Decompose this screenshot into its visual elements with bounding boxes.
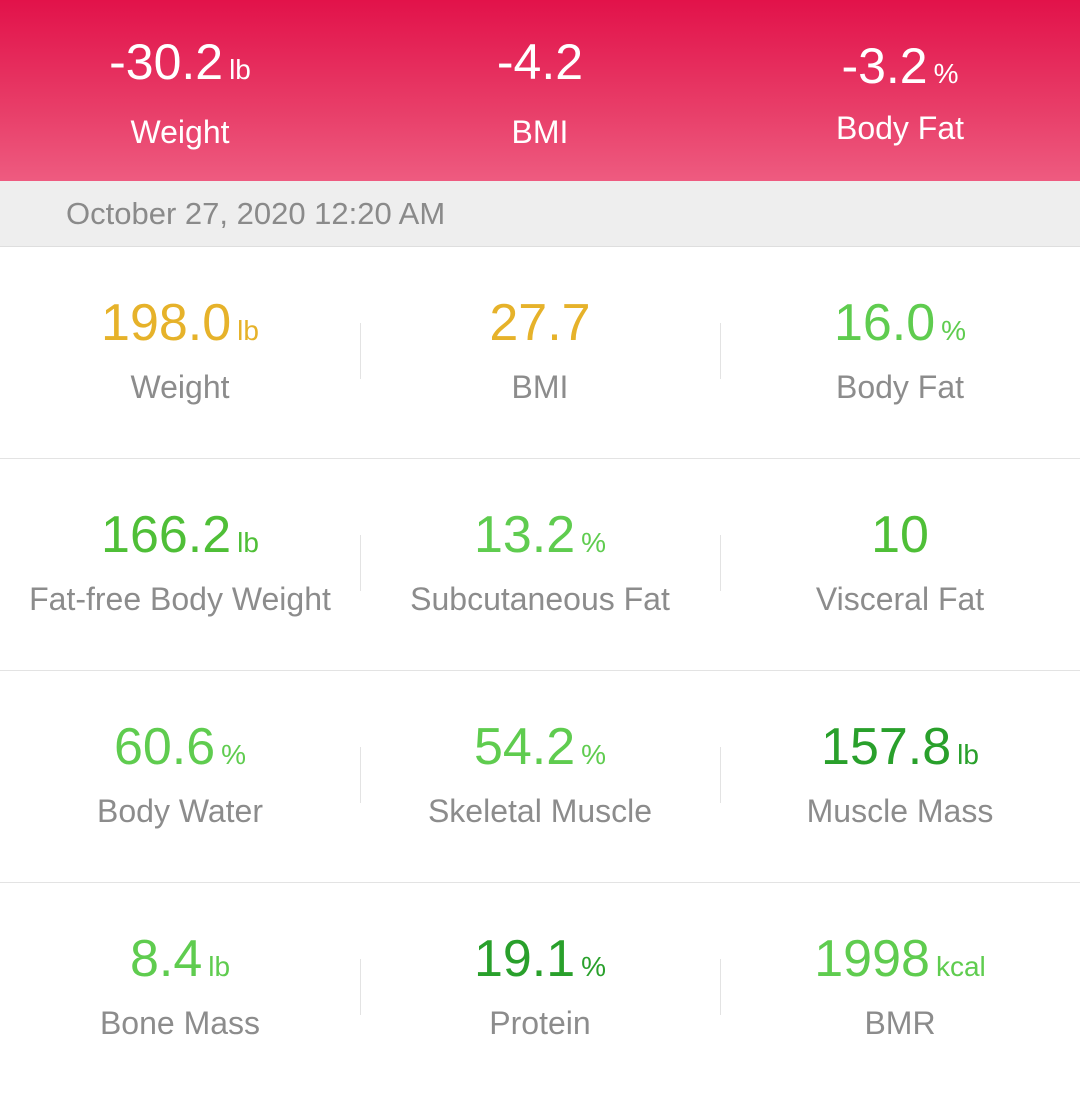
- metric-label: Protein: [489, 1005, 591, 1041]
- weight-change[interactable]: -30.2 lb Weight: [0, 0, 360, 181]
- metric-value: 16.0%: [833, 294, 967, 352]
- metric-bmr[interactable]: 1998 kcal BMR: [720, 883, 1080, 1095]
- bmi-change-value: -4.2: [496, 34, 584, 90]
- metric-value: 1998 kcal: [814, 930, 986, 988]
- metric-value: 8.4 lb: [129, 930, 231, 988]
- metrics-row: 60.6% Body Water 54.2% Skeletal Muscle 157.8…: [0, 671, 1080, 883]
- metric-body-water[interactable]: 60.6% Body Water: [0, 671, 360, 882]
- metric-value: 54.2%: [473, 718, 607, 776]
- metric-subcutaneous-fat[interactable]: 13.2% Subcutaneous Fat: [360, 459, 720, 670]
- unit-label: %: [581, 527, 607, 558]
- metric-protein[interactable]: 19.1% Protein: [360, 883, 720, 1095]
- metric-label: BMR: [864, 1005, 936, 1041]
- metric-value: 166.2 lb: [101, 506, 259, 564]
- bmi-change-label: BMI: [511, 114, 569, 150]
- unit-label: lb: [957, 739, 979, 770]
- measurement-date: October 27, 2020 12:20 AM: [66, 196, 446, 231]
- unit-label: %: [933, 58, 959, 89]
- metric-bmi[interactable]: 27.7 BMI: [360, 247, 720, 458]
- unit-label: %: [221, 739, 247, 770]
- metric-label: Body Water: [97, 793, 263, 829]
- unit-label: lb: [237, 527, 259, 558]
- metric-weight[interactable]: 198.0 lb Weight: [0, 247, 360, 458]
- metric-value: 60.6%: [113, 718, 247, 776]
- metric-body-fat[interactable]: 16.0% Body Fat: [720, 247, 1080, 458]
- weight-change-label: Weight: [130, 114, 230, 150]
- unit-label: kcal: [935, 951, 986, 982]
- unit-label: lb: [208, 951, 231, 982]
- metric-value: 19.1%: [473, 930, 607, 988]
- metric-label: Bone Mass: [99, 1005, 261, 1041]
- bmi-change[interactable]: -4.2 BMI: [360, 0, 720, 181]
- metric-label: Body Fat: [835, 369, 965, 405]
- metric-value: 198.0 lb: [101, 294, 259, 352]
- metrics-grid: 198.0 lb Weight 27.7 BMI 16.0% Body Fat 166.2 lb…: [0, 247, 1080, 1095]
- metric-label: BMI: [511, 369, 569, 405]
- body-fat-change-value: -3.2%: [841, 38, 959, 94]
- metric-value: 27.7: [489, 294, 591, 352]
- metric-muscle-mass[interactable]: 157.8 lb Muscle Mass: [720, 671, 1080, 882]
- metrics-row: 198.0 lb Weight 27.7 BMI 16.0% Body Fat: [0, 247, 1080, 459]
- body-fat-change-label: Body Fat: [835, 110, 965, 146]
- metric-label: Weight: [130, 369, 230, 405]
- metric-value: 13.2%: [473, 506, 607, 564]
- metric-label: Subcutaneous Fat: [410, 581, 670, 617]
- metric-skeletal-muscle[interactable]: 54.2% Skeletal Muscle: [360, 671, 720, 882]
- unit-label: %: [941, 315, 967, 346]
- metric-label: Visceral Fat: [815, 581, 985, 617]
- metric-label: Muscle Mass: [806, 793, 994, 829]
- weight-change-value: -30.2 lb: [109, 34, 251, 90]
- metrics-row: 8.4 lb Bone Mass 19.1% Protein 1998 kcal BMR: [0, 883, 1080, 1095]
- unit-label: lb: [229, 54, 251, 85]
- unit-label: %: [581, 951, 607, 982]
- unit-label: lb: [237, 315, 259, 346]
- unit-label: %: [581, 739, 607, 770]
- metrics-row: 166.2 lb Fat-free Body Weight 13.2% Subcutan…: [0, 459, 1080, 671]
- measurement-date-bar: October 27, 2020 12:20 AM: [0, 181, 1080, 247]
- body-fat-change[interactable]: -3.2% Body Fat: [720, 0, 1080, 181]
- metric-value: 10: [871, 506, 929, 564]
- metric-bone-mass[interactable]: 8.4 lb Bone Mass: [0, 883, 360, 1095]
- metric-fat-free-body-weight[interactable]: 166.2 lb Fat-free Body Weight: [0, 459, 360, 670]
- metric-value: 157.8 lb: [821, 718, 979, 776]
- metric-label: Fat-free Body Weight: [29, 581, 331, 617]
- metric-label: Skeletal Muscle: [427, 793, 653, 829]
- metric-visceral-fat[interactable]: 10 Visceral Fat: [720, 459, 1080, 670]
- change-summary-header: -30.2 lb Weight -4.2 BMI -3.2% Body Fat: [0, 0, 1080, 181]
